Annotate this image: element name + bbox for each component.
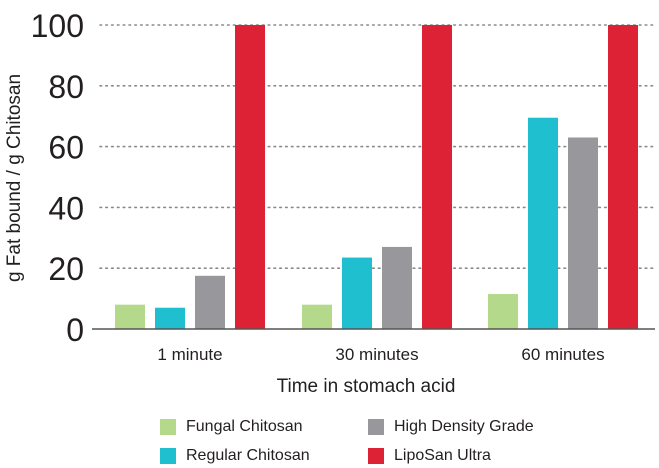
bar-high-density-grade-60-minutes	[568, 137, 598, 329]
bar-regular-chitosan-60-minutes	[528, 118, 558, 329]
legend-item-high-density-grade: High Density Grade	[368, 416, 534, 438]
bars	[115, 25, 638, 329]
bar-liposan-ultra-30-minutes	[422, 25, 452, 329]
bar-high-density-grade-1-minute	[195, 276, 225, 329]
legend-item-liposan-ultra: LipoSan Ultra	[368, 445, 491, 467]
legend-item-fungal-chitosan: Fungal Chitosan	[160, 416, 303, 438]
y-tick-label: 100	[31, 8, 84, 44]
x-tick-label: 1 minute	[157, 345, 222, 364]
legend-label: LipoSan Ultra	[394, 447, 491, 465]
bar-regular-chitosan-30-minutes	[342, 258, 372, 329]
legend-swatch	[160, 419, 176, 435]
bar-fungal-chitosan-1-minute	[115, 305, 145, 329]
bar-fungal-chitosan-60-minutes	[488, 294, 518, 329]
y-tick-label: 80	[48, 69, 84, 105]
bar-fungal-chitosan-30-minutes	[302, 305, 332, 329]
y-tick-label: 20	[48, 251, 84, 287]
y-axis-label: g Fat bound / g Chitosan	[4, 74, 25, 282]
x-tick-label: 60 minutes	[521, 345, 604, 364]
y-tick-label: 40	[48, 190, 84, 226]
legend-label: Regular Chitosan	[186, 447, 310, 465]
legend-swatch	[368, 419, 384, 435]
legend-swatch	[368, 448, 384, 464]
legend-label: Fungal Chitosan	[186, 418, 303, 436]
legend-swatch	[160, 448, 176, 464]
legend: Fungal Chitosan High Density Grade Regul…	[160, 416, 640, 466]
bar-high-density-grade-30-minutes	[382, 247, 412, 329]
bar-chart: 0 20 40 60 80 100 1 minute 30 minutes 60 minute…	[0, 0, 659, 410]
bar-liposan-ultra-1-minute	[235, 25, 265, 329]
y-tick-label: 60	[48, 130, 84, 166]
legend-item-regular-chitosan: Regular Chitosan	[160, 445, 310, 467]
x-tick-labels: 1 minute 30 minutes 60 minutes	[157, 345, 604, 364]
y-tick-label: 0	[66, 312, 84, 348]
x-tick-label: 30 minutes	[335, 345, 418, 364]
bar-regular-chitosan-1-minute	[155, 308, 185, 329]
y-tick-labels: 0 20 40 60 80 100	[31, 8, 84, 348]
legend-label: High Density Grade	[394, 418, 534, 436]
x-axis-label: Time in stomach acid	[277, 376, 456, 397]
bar-liposan-ultra-60-minutes	[608, 25, 638, 329]
